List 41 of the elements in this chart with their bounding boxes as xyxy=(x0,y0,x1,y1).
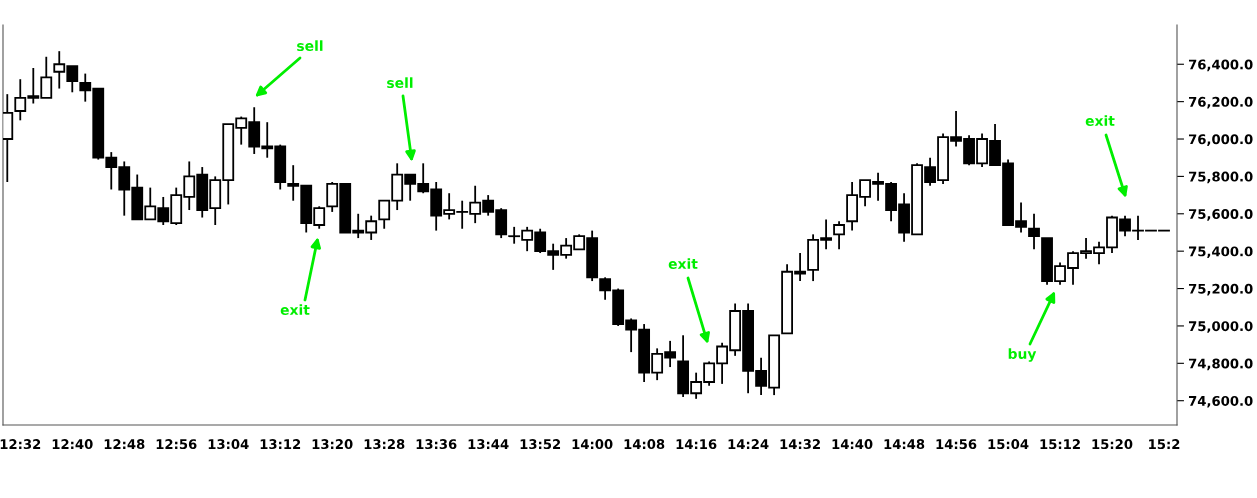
y-tick-label: 76,400.0 xyxy=(1188,59,1253,72)
annotation: exit xyxy=(280,304,310,316)
x-tick-label: 14:32 xyxy=(780,439,820,450)
x-tick-label: 13:44 xyxy=(468,439,509,450)
y-tick-label: 75,800.0 xyxy=(1188,171,1253,184)
candlestick xyxy=(1028,212,1040,251)
y-tick-label: 75,600.0 xyxy=(1188,209,1253,221)
x-tick-label: 14:08 xyxy=(624,439,665,450)
x-tick-label: 13:36 xyxy=(416,439,457,450)
x-tick-label: 15:04 xyxy=(988,439,1029,450)
annotation: buy xyxy=(1008,348,1037,362)
annotation: exit xyxy=(668,258,698,270)
annotation: sell xyxy=(297,40,323,52)
x-tick-label: 12:56 xyxy=(156,439,197,450)
y-tick-label: 75,000.0 xyxy=(1188,321,1253,333)
x-tick-label: 13:12 xyxy=(260,439,301,450)
x-tick-label: 12:48 xyxy=(104,439,145,450)
x-tick-label: 13:20 xyxy=(312,439,353,450)
y-tick-label: 74,600.0 xyxy=(1188,395,1253,408)
annotation: exit xyxy=(1085,115,1115,127)
x-tick-label: 15:12 xyxy=(1040,439,1080,450)
x-tick-label: 14:00 xyxy=(572,439,613,450)
x-tick-label: 12:40 xyxy=(52,439,93,450)
x-tick-label: 14:56 xyxy=(936,439,977,450)
x-tick-label: 13:28 xyxy=(364,439,405,450)
annotation: sell xyxy=(387,77,413,89)
y-tick-label: 74,800.0 xyxy=(1188,358,1253,371)
x-tick-label: 12:32 xyxy=(0,439,41,450)
x-tick-label: 14:48 xyxy=(884,439,925,450)
x-tick-label: 15:2 xyxy=(1149,439,1180,450)
y-tick-label: 75,400.0 xyxy=(1188,246,1253,259)
x-tick-label: 15:20 xyxy=(1092,439,1133,450)
x-tick-label: 14:16 xyxy=(676,439,717,450)
y-tick-label: 76,200.0 xyxy=(1188,96,1253,109)
y-tick-label: 76,000.0 xyxy=(1188,134,1253,146)
x-tick-label: 13:04 xyxy=(208,439,249,450)
y-tick-label: 75,200.0 xyxy=(1188,283,1253,296)
x-tick-label: 13:52 xyxy=(520,439,561,450)
x-tick-label: 14:40 xyxy=(832,439,873,450)
candlestick xyxy=(833,220,845,251)
x-tick-label: 14:24 xyxy=(728,439,769,449)
